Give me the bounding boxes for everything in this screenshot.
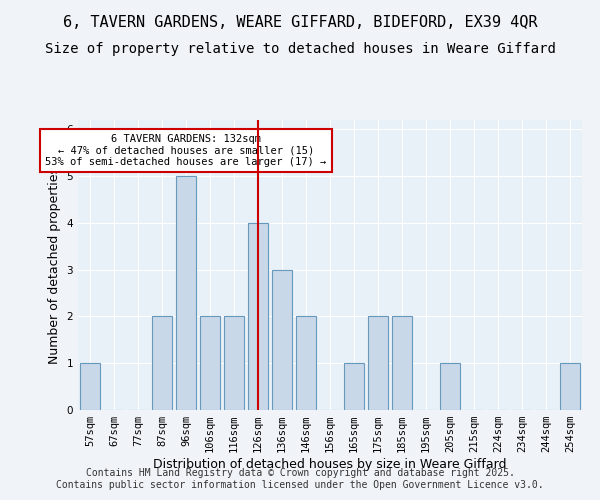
Bar [272,270,292,410]
Bar [176,176,196,410]
Bar [392,316,412,410]
Bar [200,316,220,410]
X-axis label: Distribution of detached houses by size in Weare Giffard: Distribution of detached houses by size … [153,458,507,471]
Text: 6, TAVERN GARDENS, WEARE GIFFARD, BIDEFORD, EX39 4QR: 6, TAVERN GARDENS, WEARE GIFFARD, BIDEFO… [63,15,537,30]
Bar [224,316,244,410]
Bar [560,363,580,410]
Text: 6 TAVERN GARDENS: 132sqm
← 47% of detached houses are smaller (15)
53% of semi-d: 6 TAVERN GARDENS: 132sqm ← 47% of detach… [46,134,326,167]
Bar [296,316,316,410]
Bar [368,316,388,410]
Text: Contains HM Land Registry data © Crown copyright and database right 2025.
Contai: Contains HM Land Registry data © Crown c… [56,468,544,490]
Bar [344,363,364,410]
Bar [80,363,100,410]
Y-axis label: Number of detached properties: Number of detached properties [48,166,61,364]
Bar [248,223,268,410]
Text: Size of property relative to detached houses in Weare Giffard: Size of property relative to detached ho… [44,42,556,56]
Bar [440,363,460,410]
Bar [152,316,172,410]
